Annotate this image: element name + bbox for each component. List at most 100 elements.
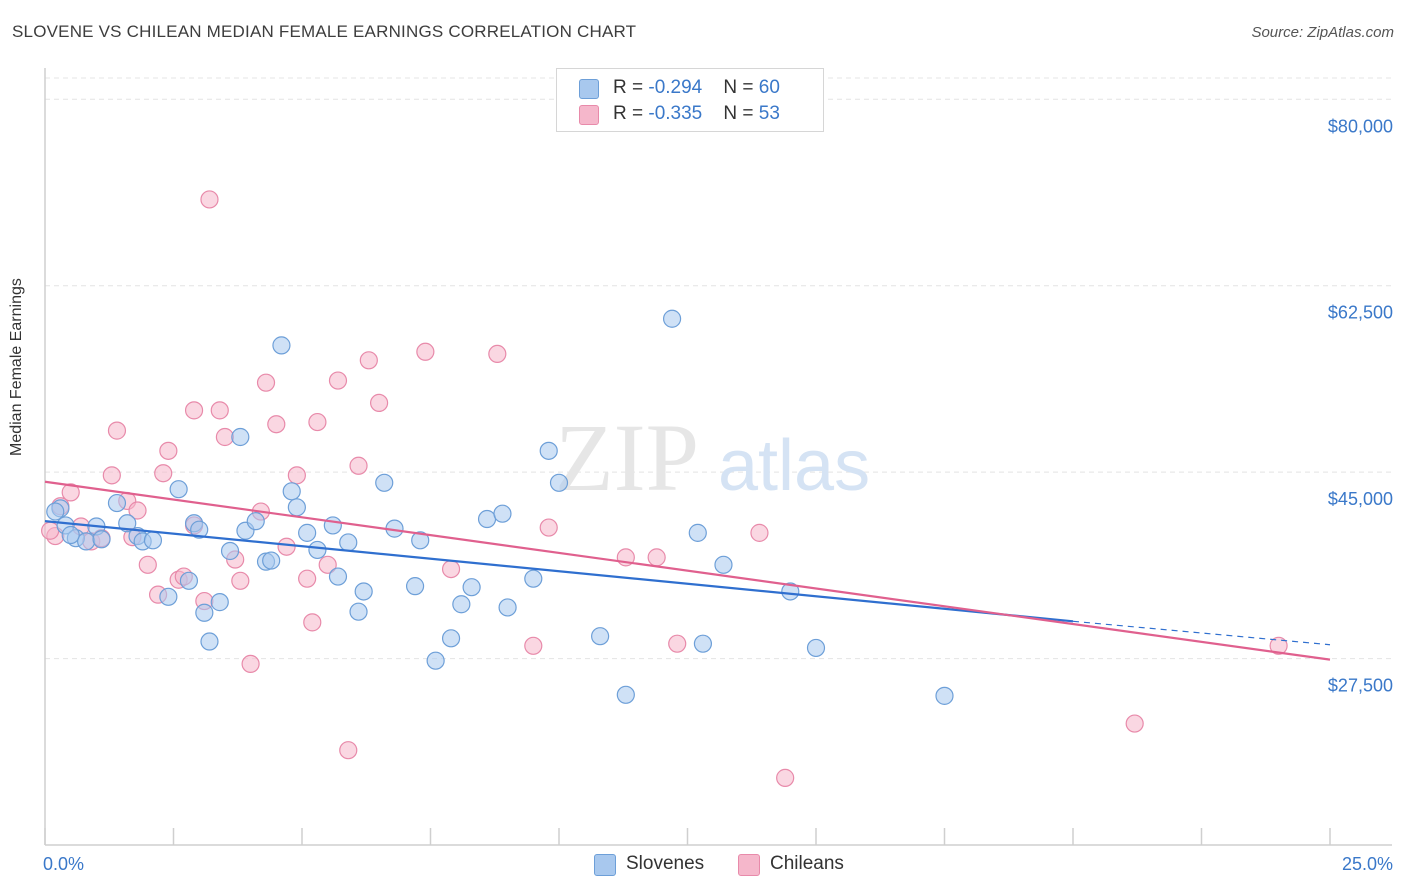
chilean-point bbox=[267, 415, 286, 434]
legend-swatch-slovenes bbox=[579, 79, 599, 99]
slovene-point bbox=[405, 577, 425, 596]
slovene-point bbox=[220, 541, 240, 561]
chilean-point bbox=[200, 190, 219, 209]
slovene-point bbox=[107, 493, 127, 513]
tick-labels: $27,500 $45,000 $62,500 $80,000 0.0% 25.0% bbox=[43, 116, 1393, 874]
chilean-trend-line bbox=[44, 480, 1331, 661]
chilean-point bbox=[349, 456, 368, 475]
slovene-point bbox=[549, 473, 569, 492]
chilean-point bbox=[61, 483, 80, 502]
y-axis-label: Median Female Earnings bbox=[8, 278, 25, 456]
legend-swatch-chileans bbox=[579, 105, 599, 125]
slovene-point bbox=[411, 531, 430, 550]
chilean-point bbox=[647, 548, 666, 567]
slovene-point bbox=[246, 512, 265, 531]
chilean-point bbox=[668, 634, 687, 653]
slovene-point bbox=[200, 632, 219, 651]
slovene-point bbox=[272, 336, 291, 355]
chilean-point bbox=[416, 342, 435, 361]
slovene-point bbox=[354, 582, 373, 601]
slovene-point bbox=[169, 480, 188, 499]
slovene-point bbox=[195, 603, 214, 622]
slovene-point bbox=[328, 567, 348, 586]
y-tick-label: $62,500 bbox=[1328, 303, 1393, 323]
chilean-point bbox=[539, 518, 558, 537]
chart-title: SLOVENE VS CHILEAN MEDIAN FEMALE EARNING… bbox=[12, 22, 637, 41]
slovene-point bbox=[462, 578, 481, 597]
slovene-point bbox=[262, 551, 281, 570]
slovene-point bbox=[524, 569, 543, 588]
chilean-point bbox=[138, 555, 157, 574]
slovene-point bbox=[781, 582, 800, 601]
watermark-atlas: atlas bbox=[718, 426, 870, 506]
chilean-point bbox=[184, 401, 204, 420]
slovene-point bbox=[190, 520, 209, 539]
chilean-point bbox=[370, 393, 389, 413]
slovene-point bbox=[61, 525, 80, 545]
slovene-point bbox=[298, 523, 317, 542]
chilean-point bbox=[107, 421, 127, 440]
slovene-point bbox=[662, 309, 682, 328]
chilean-point bbox=[241, 654, 260, 674]
y-tick-label: $45,000 bbox=[1328, 489, 1393, 509]
chilean-point bbox=[441, 559, 461, 579]
chilean-point bbox=[215, 427, 234, 447]
chilean-point bbox=[750, 523, 769, 542]
trend-lines bbox=[44, 480, 1331, 661]
chilean-point bbox=[298, 569, 317, 588]
slovene-point bbox=[426, 651, 445, 670]
chilean-point bbox=[1269, 636, 1288, 655]
slovene-point bbox=[806, 638, 826, 658]
stats-legend: R = -0.294 N = 60 R = -0.335 N = 53 bbox=[556, 68, 824, 132]
slovene-point bbox=[339, 533, 358, 552]
slovene-point bbox=[287, 498, 306, 517]
slovene-point bbox=[441, 629, 461, 648]
slovene-point bbox=[591, 627, 610, 646]
chilean-point bbox=[308, 412, 327, 432]
slovene-point bbox=[693, 634, 713, 653]
slovene-point bbox=[539, 441, 558, 460]
slovene-point bbox=[159, 587, 178, 606]
slovene-point bbox=[46, 502, 65, 521]
x-tick-label-min: 0.0% bbox=[43, 854, 84, 874]
slovene-point bbox=[935, 686, 954, 705]
slovene-point bbox=[77, 532, 96, 551]
slovene-point bbox=[118, 514, 137, 533]
watermark-zip: ZIP bbox=[555, 404, 699, 511]
data-points bbox=[41, 190, 1288, 787]
slovene-point bbox=[323, 516, 342, 535]
slovene-point bbox=[714, 555, 733, 574]
chilean-point bbox=[256, 373, 276, 392]
slovene-point bbox=[452, 595, 471, 614]
slovene-point bbox=[282, 482, 301, 501]
slovene-point bbox=[375, 473, 394, 492]
chilean-point bbox=[159, 441, 178, 460]
y-tick-label: $80,000 bbox=[1328, 116, 1393, 136]
slovene-point bbox=[92, 530, 111, 549]
chilean-point bbox=[303, 613, 322, 632]
source-label: Source: ZipAtlas.com bbox=[1251, 24, 1394, 41]
chilean-point bbox=[41, 521, 60, 540]
chilean-point bbox=[231, 571, 250, 590]
chilean-point bbox=[318, 555, 337, 574]
slovene-trend-line bbox=[44, 520, 1074, 623]
slovene-point bbox=[493, 504, 512, 523]
chilean-point bbox=[128, 501, 147, 520]
slovene-point bbox=[308, 540, 327, 560]
chilean-point bbox=[1125, 714, 1144, 733]
bottom-legend-swatch-slovenes bbox=[594, 854, 616, 876]
chilean-point bbox=[328, 371, 348, 390]
chilean-point bbox=[339, 741, 358, 760]
slovene-point bbox=[231, 427, 250, 447]
x-tick-label-max: 25.0% bbox=[1342, 854, 1393, 874]
slovene-point bbox=[477, 509, 497, 529]
chilean-point bbox=[287, 466, 306, 485]
chilean-point bbox=[359, 351, 378, 370]
bottom-legend-swatch-chileans bbox=[738, 854, 760, 876]
slovene-point bbox=[179, 571, 199, 590]
chilean-point bbox=[776, 768, 795, 787]
slovene-point bbox=[210, 593, 229, 612]
chilean-point bbox=[277, 537, 296, 556]
slovene-point bbox=[688, 523, 707, 542]
